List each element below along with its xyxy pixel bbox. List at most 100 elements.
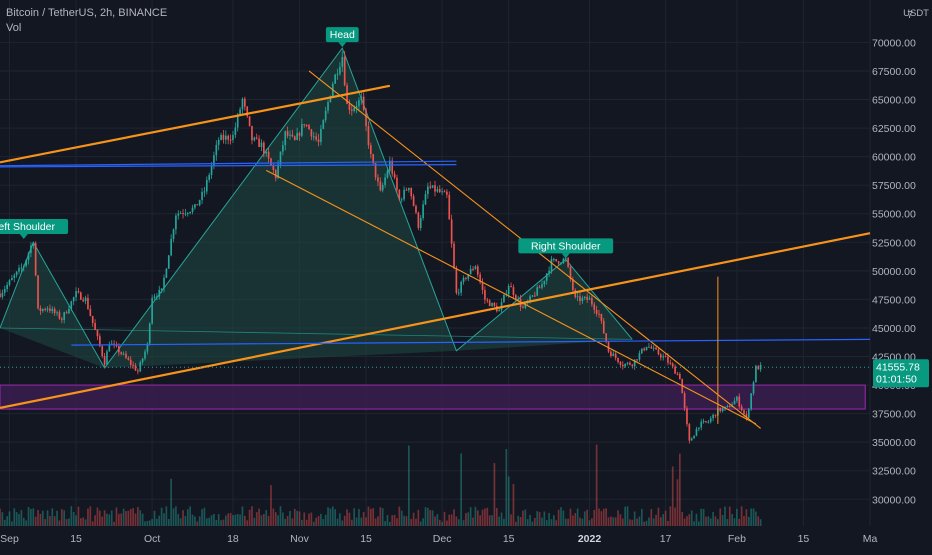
volume-bar-32 — [75, 515, 77, 526]
volume-bar-200 — [474, 506, 477, 526]
candle-body-250 — [593, 304, 596, 310]
candle-body-82 — [194, 204, 196, 208]
volume-bar-58 — [137, 506, 139, 526]
volume-bar-25 — [58, 520, 61, 526]
candle-body-87 — [205, 179, 208, 192]
volume-bar-77 — [182, 510, 184, 526]
price-axis[interactable]: 30000.0032500.0035000.0037500.0040000.00… — [872, 8, 929, 506]
volume-indicator-label[interactable]: Vol — [6, 22, 22, 34]
volume-bar-224 — [531, 521, 534, 526]
volume-bar-199 — [472, 517, 474, 526]
volume-bar-72 — [170, 478, 172, 526]
candle-body-312 — [740, 406, 743, 411]
volume-bar-146 — [346, 509, 348, 526]
candle-body-284 — [674, 366, 676, 374]
volume-bar-219 — [519, 516, 522, 526]
candle-body-83 — [196, 204, 199, 206]
volume-bar-89 — [210, 515, 213, 526]
candle-body-158 — [374, 163, 377, 178]
volume-bar-49 — [115, 507, 118, 526]
candle-body-170 — [403, 189, 405, 200]
candle-body-28 — [65, 312, 68, 314]
volume-bar-68 — [160, 507, 163, 526]
volume-bar-277 — [657, 507, 660, 526]
volume-bar-110 — [260, 515, 263, 526]
price-tick-label-1: 32500.00 — [872, 466, 916, 478]
volume-bar-218 — [517, 515, 520, 526]
symbol-line[interactable]: Bitcoin / TetherUS, 2h, BINANCE — [6, 7, 168, 19]
candle-body-7 — [15, 271, 18, 276]
volume-bar-182 — [431, 510, 434, 526]
time-axis[interactable]: Sep 15 Oct 18 Nov 15 Dec 15 2022 17 Feb 15 Ma — [0, 533, 877, 545]
volume-bar-229 — [543, 511, 546, 526]
candle-body-97 — [229, 139, 232, 141]
candle-body-156 — [369, 145, 372, 155]
volume-bar-94 — [222, 519, 225, 526]
candle-body-135 — [320, 128, 322, 142]
volume-bar-295 — [700, 508, 703, 526]
candle-body-138 — [327, 102, 329, 111]
volume-bar-283 — [671, 466, 674, 526]
volume-bar-287 — [681, 511, 684, 526]
volume-bar-103 — [244, 515, 246, 526]
candle-body-254 — [602, 320, 605, 334]
candle-body-319 — [757, 366, 760, 370]
volume-bar-65 — [153, 510, 156, 526]
candle-body-185 — [438, 189, 441, 193]
candle-body-190 — [450, 219, 453, 244]
candle-body-313 — [743, 410, 745, 415]
candle-body-56 — [132, 364, 134, 366]
volume-bar-169 — [400, 510, 403, 526]
volume-bar-109 — [258, 508, 260, 526]
candle-body-171 — [405, 189, 408, 191]
volume-bar-210 — [498, 516, 501, 526]
candle-body-90 — [213, 155, 215, 166]
annotation-bg-2 — [518, 238, 614, 254]
volume-bar-280 — [664, 510, 667, 526]
volume-bar-123 — [291, 518, 294, 526]
candle-body-29 — [68, 308, 70, 314]
time-tick-label-4: Nov — [290, 533, 309, 545]
blue-resistance-1 — [0, 160, 457, 167]
candle-body-46 — [108, 345, 111, 352]
candle-body-65 — [153, 296, 156, 298]
volume-bar-206 — [488, 515, 491, 526]
volume-bar-55 — [129, 508, 132, 526]
candle-body-214 — [507, 286, 510, 295]
candle-body-84 — [198, 200, 201, 206]
candle-body-241 — [572, 279, 574, 291]
candle-body-110 — [260, 142, 263, 147]
volume-bar-274 — [650, 509, 653, 526]
grid — [0, 0, 871, 526]
candle-body-103 — [244, 98, 246, 107]
volume-bar-174 — [412, 512, 415, 526]
candle-body-177 — [419, 217, 422, 228]
volume-bar-29 — [68, 518, 70, 526]
volume-bar-46 — [108, 514, 111, 526]
volume-bar-157 — [372, 508, 375, 526]
candle-body-109 — [258, 138, 260, 147]
volume-bar-298 — [707, 516, 710, 526]
candle-body-265 — [629, 362, 631, 365]
annotation-1: Head — [325, 27, 359, 48]
volume-bar-91 — [215, 520, 218, 526]
volume-bar-79 — [186, 509, 189, 526]
candle-body-179 — [424, 194, 427, 205]
candle-body-73 — [172, 229, 175, 239]
volume-bar-41 — [96, 507, 99, 526]
volume-bar-198 — [469, 507, 472, 526]
volume-bar-294 — [698, 521, 700, 526]
volume-bar-151 — [358, 509, 360, 526]
candle-body-210 — [498, 310, 501, 312]
candle-body-134 — [317, 139, 320, 142]
candle-body-267 — [633, 359, 636, 367]
candle-body-38 — [89, 308, 92, 316]
annotation-bg-1 — [325, 27, 359, 43]
candle-body-224 — [531, 295, 534, 297]
candle-body-94 — [222, 134, 225, 140]
volume-bar-137 — [324, 514, 327, 526]
volume-bar-75 — [177, 514, 180, 526]
